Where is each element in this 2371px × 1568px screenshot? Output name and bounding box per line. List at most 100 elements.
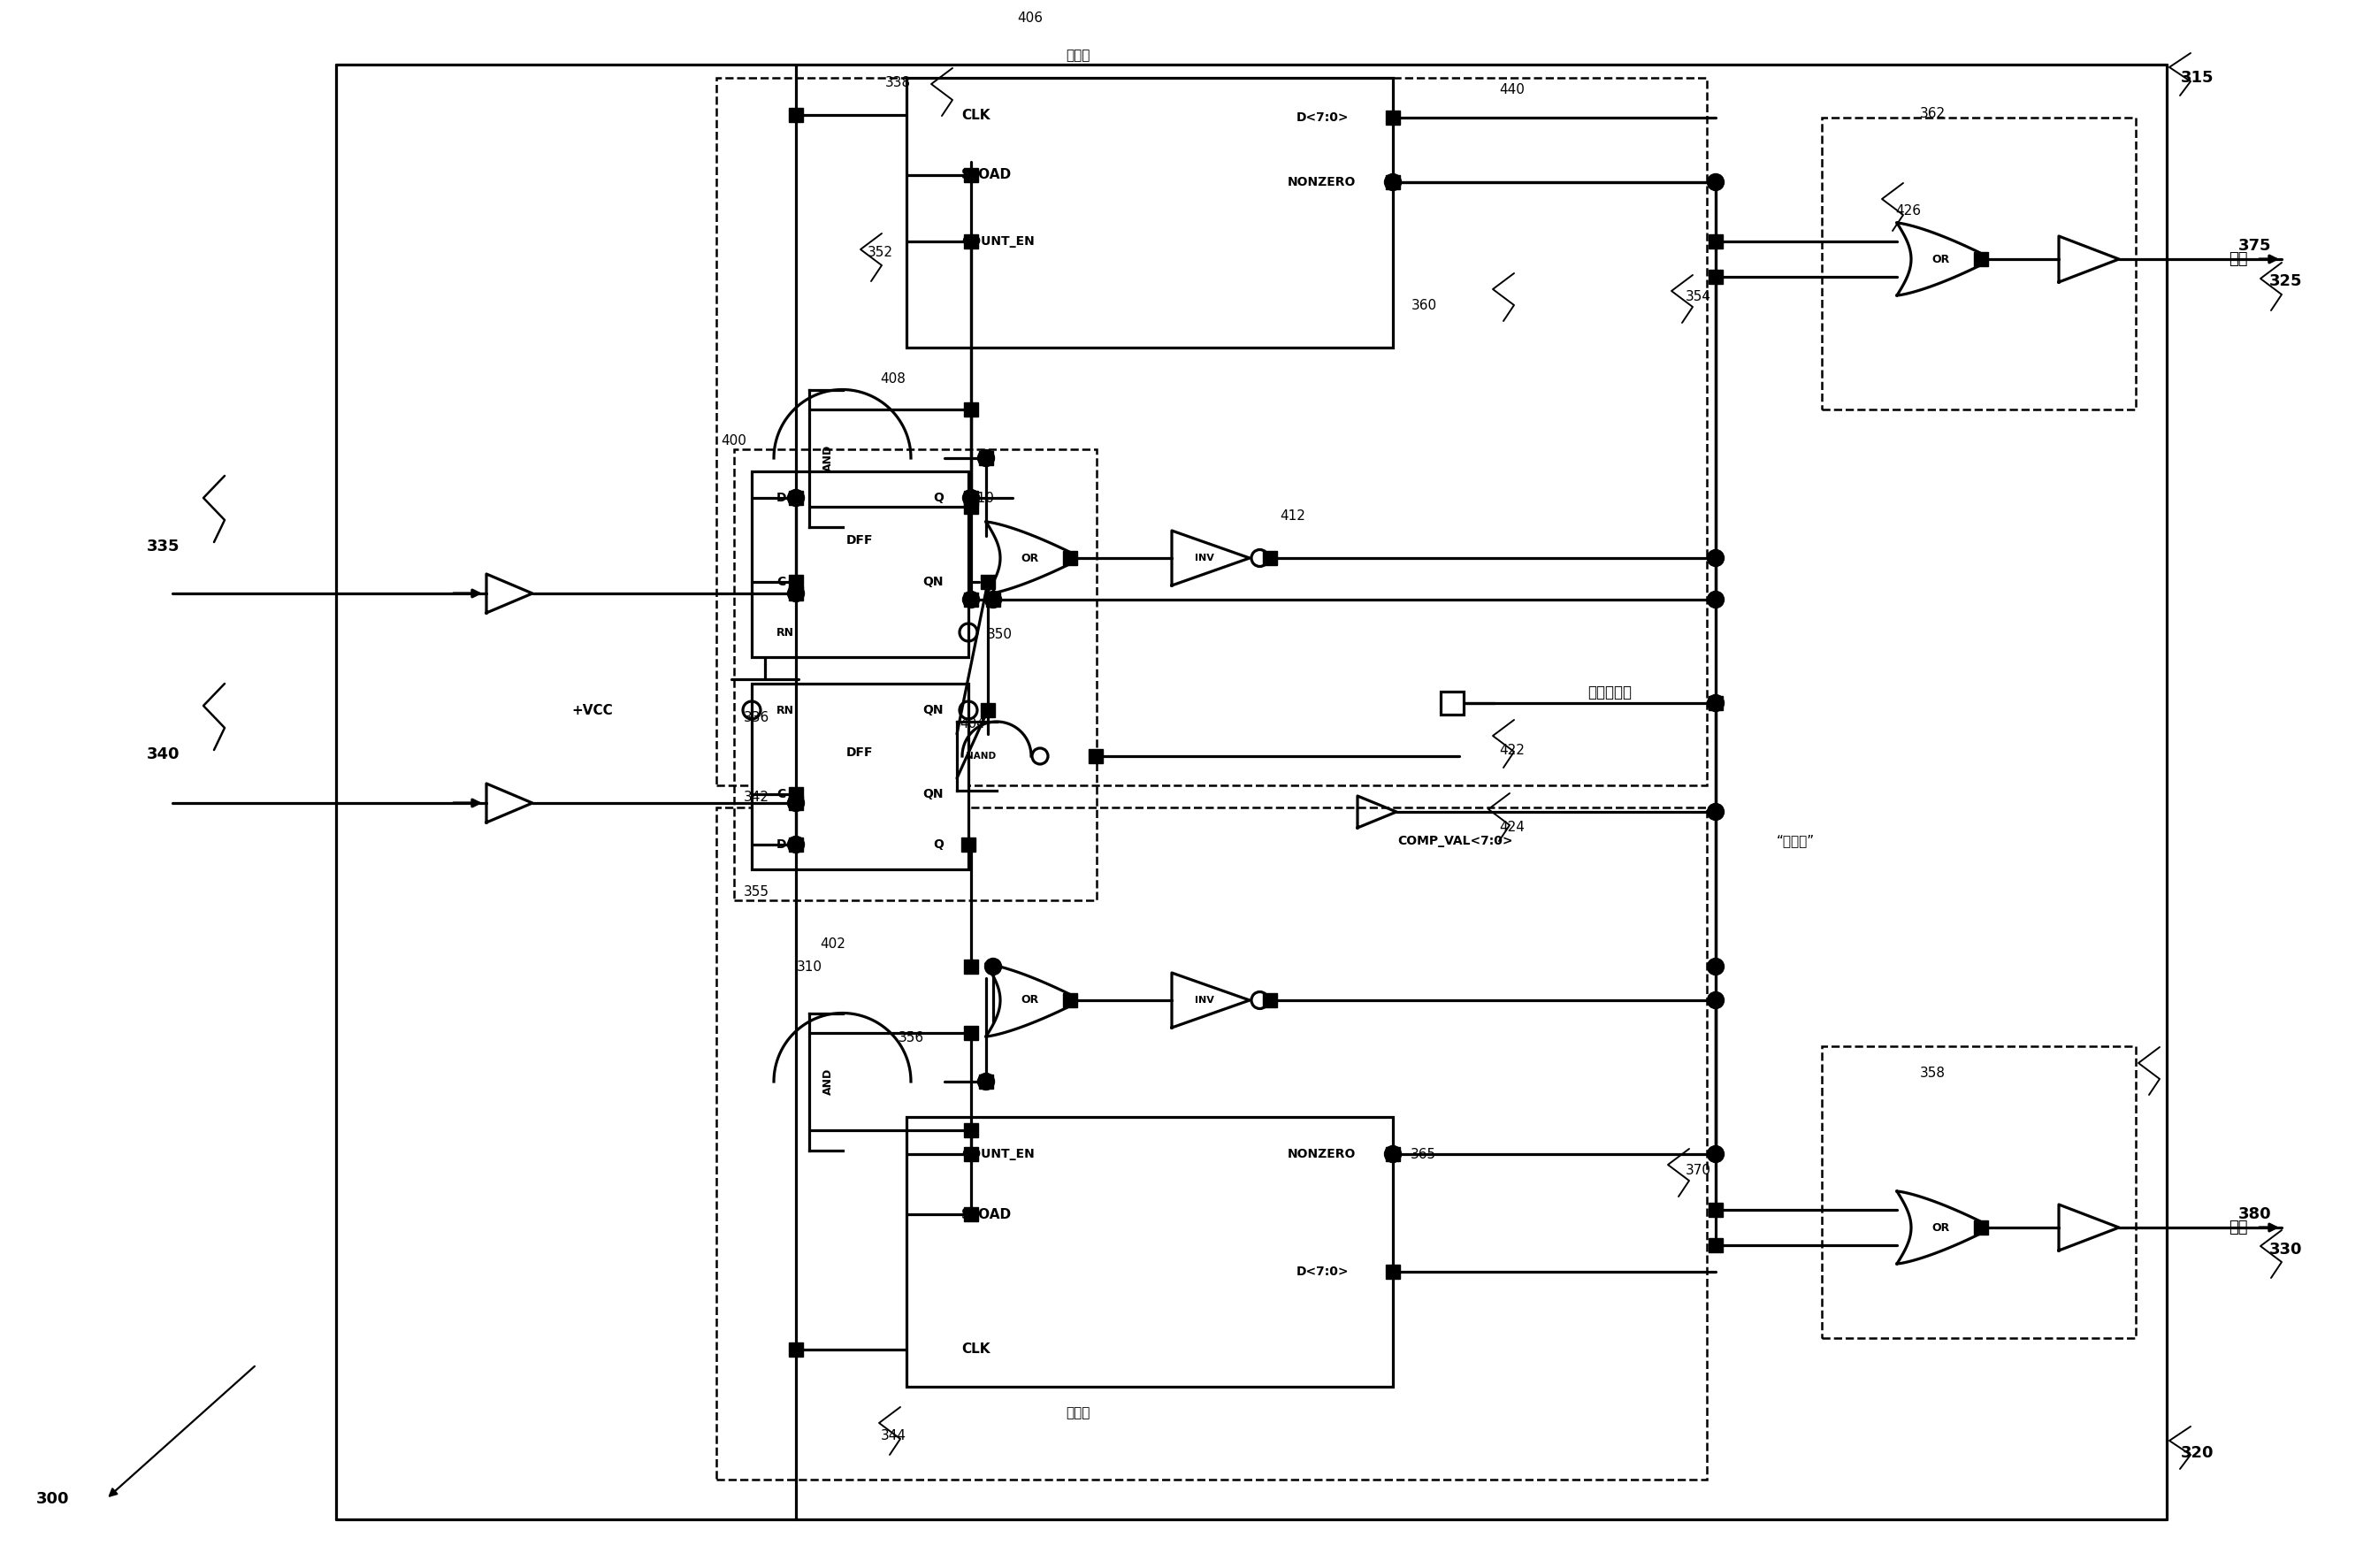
Text: 330: 330 xyxy=(2269,1242,2302,1258)
Text: 356: 356 xyxy=(899,1030,925,1044)
Text: C: C xyxy=(775,575,785,588)
Text: 向下: 向下 xyxy=(2229,1220,2248,1236)
Text: OR: OR xyxy=(1932,1221,1949,1234)
Bar xyxy=(965,403,977,417)
Text: 360: 360 xyxy=(1411,298,1437,312)
Text: 404: 404 xyxy=(960,717,986,731)
Circle shape xyxy=(984,958,1001,975)
Text: 402: 402 xyxy=(820,938,846,952)
Text: 计数器: 计数器 xyxy=(1065,1406,1091,1421)
Bar xyxy=(965,1025,977,1040)
Text: 380: 380 xyxy=(2238,1206,2271,1221)
Bar xyxy=(1387,111,1399,124)
Circle shape xyxy=(1707,993,1724,1008)
Text: 440: 440 xyxy=(1498,83,1525,96)
Bar xyxy=(790,586,804,601)
Text: 允许－装入: 允许－装入 xyxy=(1589,685,1631,701)
Text: OR: OR xyxy=(1022,552,1038,564)
Text: DFF: DFF xyxy=(846,746,873,759)
Text: 325: 325 xyxy=(2269,273,2302,289)
Bar xyxy=(906,78,1392,348)
Bar xyxy=(716,78,1707,786)
Bar xyxy=(965,168,977,182)
Text: 375: 375 xyxy=(2238,238,2271,254)
Text: DFF: DFF xyxy=(846,535,873,547)
Circle shape xyxy=(787,489,804,506)
Bar xyxy=(1264,552,1278,564)
Circle shape xyxy=(963,489,979,506)
Circle shape xyxy=(787,836,804,853)
Text: 350: 350 xyxy=(986,629,1012,641)
Circle shape xyxy=(984,591,1001,608)
Text: 310: 310 xyxy=(797,960,823,974)
Bar xyxy=(965,593,977,607)
Text: D<7:0>: D<7:0> xyxy=(1297,1265,1349,1278)
Bar xyxy=(965,1148,977,1160)
Bar xyxy=(986,593,1001,607)
Text: AND: AND xyxy=(823,1068,835,1094)
Text: 计数器: 计数器 xyxy=(1065,49,1091,63)
Bar xyxy=(1062,552,1076,564)
Text: SLOAD: SLOAD xyxy=(960,1207,1012,1221)
Bar xyxy=(1709,235,1724,248)
Circle shape xyxy=(1707,591,1724,608)
Circle shape xyxy=(1707,695,1724,712)
Text: 426: 426 xyxy=(1897,204,1921,216)
Text: D<7:0>: D<7:0> xyxy=(1297,111,1349,124)
Text: D: D xyxy=(775,492,787,503)
Circle shape xyxy=(1707,1146,1724,1162)
Bar xyxy=(1709,696,1724,710)
Text: +VCC: +VCC xyxy=(571,704,614,717)
Bar xyxy=(1709,1203,1724,1217)
Text: 315: 315 xyxy=(2181,71,2215,86)
Text: 358: 358 xyxy=(1921,1066,1944,1079)
Bar xyxy=(965,960,977,974)
Bar xyxy=(790,837,804,851)
Text: SLOAD: SLOAD xyxy=(960,168,1012,182)
Text: 335: 335 xyxy=(147,538,180,555)
Circle shape xyxy=(787,795,804,811)
Bar xyxy=(963,837,974,851)
Text: 365: 365 xyxy=(1411,1148,1437,1160)
Text: INV: INV xyxy=(1195,554,1214,563)
Text: AND: AND xyxy=(823,445,835,472)
Bar xyxy=(752,472,967,657)
Bar xyxy=(965,1207,977,1221)
Text: C: C xyxy=(775,789,785,800)
Bar xyxy=(716,808,1707,1480)
Bar xyxy=(790,1342,804,1356)
Text: 320: 320 xyxy=(2181,1446,2215,1461)
Text: OR: OR xyxy=(1022,994,1038,1007)
Text: 410: 410 xyxy=(970,491,993,505)
Bar xyxy=(1088,750,1103,764)
Bar xyxy=(790,797,804,809)
Text: COMP_VAL<7:0>: COMP_VAL<7:0> xyxy=(1397,834,1513,847)
Bar xyxy=(965,1123,977,1137)
Circle shape xyxy=(1707,958,1724,975)
Text: QN: QN xyxy=(922,789,944,800)
Text: 向上: 向上 xyxy=(2229,251,2248,267)
Text: 424: 424 xyxy=(1498,820,1525,834)
Text: CLK: CLK xyxy=(960,108,991,122)
Bar xyxy=(906,1116,1392,1386)
Bar xyxy=(790,575,804,588)
Bar xyxy=(979,452,993,466)
Text: 354: 354 xyxy=(1686,290,1712,303)
Bar xyxy=(790,108,804,122)
Text: 336: 336 xyxy=(742,710,768,724)
Text: 352: 352 xyxy=(868,246,894,259)
Text: 370: 370 xyxy=(1686,1163,1712,1176)
Text: Q: Q xyxy=(934,492,944,503)
Bar xyxy=(965,491,977,505)
Text: QN: QN xyxy=(922,575,944,588)
Text: 362: 362 xyxy=(1921,107,1944,119)
Bar xyxy=(1442,691,1463,715)
Text: OR: OR xyxy=(1932,254,1949,265)
Bar xyxy=(982,704,996,717)
Text: 422: 422 xyxy=(1498,743,1525,757)
Bar xyxy=(752,684,967,869)
Text: 338: 338 xyxy=(884,75,910,89)
Text: RN: RN xyxy=(775,704,794,717)
Bar xyxy=(1709,270,1724,284)
Text: 406: 406 xyxy=(1017,11,1043,25)
